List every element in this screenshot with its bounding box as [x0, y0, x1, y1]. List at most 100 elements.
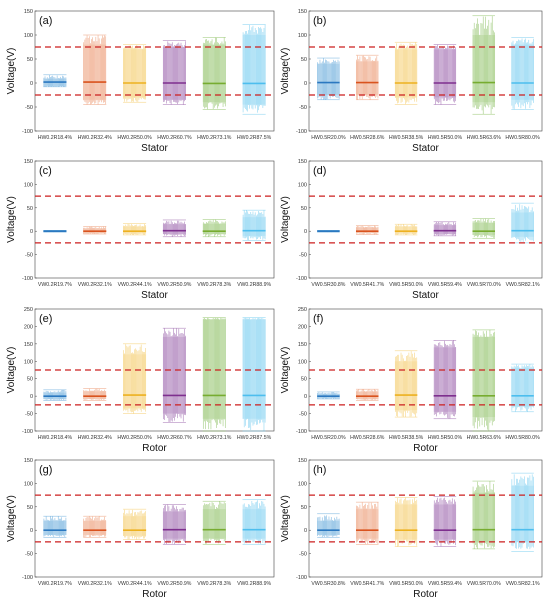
y-tick-label: 100	[24, 33, 33, 39]
box-3	[394, 497, 418, 547]
box-3	[123, 343, 147, 414]
x-category-label: VW0.2R50.9%	[157, 282, 191, 288]
box-traces	[163, 504, 186, 545]
x-category-label: HW0.5R38.5%	[389, 135, 424, 141]
box-3	[394, 350, 418, 418]
box-traces	[433, 340, 456, 419]
y-tick-label: 50	[301, 206, 307, 212]
y-tick-label: 0	[30, 229, 33, 235]
x-category-label: HW0.5R28.6%	[350, 135, 385, 141]
box-3	[123, 508, 147, 540]
box-traces	[83, 388, 107, 401]
x-axis-label: Stator	[412, 143, 439, 154]
box-6	[242, 24, 266, 115]
box-traces	[433, 221, 456, 236]
box-traces	[395, 224, 418, 235]
box-4	[433, 221, 457, 237]
y-tick-label: 150	[24, 159, 33, 165]
x-category-label: HW0.2R18.4%	[38, 435, 73, 441]
box-traces	[472, 218, 495, 238]
panel-label: (h)	[313, 464, 326, 476]
x-category-label: VW0.2R44.1%	[118, 282, 152, 288]
y-axis-label: Voltage(V)	[280, 196, 291, 243]
box-3	[394, 223, 418, 236]
y-axis-label: Voltage(V)	[6, 48, 17, 95]
box-iqr	[511, 485, 534, 542]
y-tick-label: -50	[299, 253, 307, 259]
chart-panel-d: 150 100 50 0 -50 -100 VW0.5R30.8% VW0.5R41.7% VW…	[280, 159, 543, 301]
y-axis-label: Voltage(V)	[6, 347, 17, 394]
y-axis-label: Voltage(V)	[280, 495, 291, 542]
x-category-label: VW0.5R50.0%	[389, 581, 423, 587]
box-3	[123, 44, 147, 103]
box-traces	[43, 74, 67, 87]
y-axis-label: Voltage(V)	[6, 495, 17, 542]
box-3	[394, 41, 418, 105]
box-traces	[511, 474, 534, 550]
chart-panel-e: 250 200 150 100 50 0 -50 -100 HW0.2R18.4% HW0.2R3…	[6, 307, 275, 454]
box-iqr	[472, 222, 496, 235]
plot-frame	[34, 10, 275, 132]
box-traces	[356, 502, 379, 545]
x-category-label: HW0.2R32.4%	[78, 435, 113, 441]
y-tick-label: 100	[298, 33, 307, 39]
y-tick-label: 150	[24, 342, 33, 348]
box-traces	[433, 44, 456, 105]
box-1	[43, 74, 67, 88]
panel-label: (g)	[39, 464, 52, 476]
x-category-label: VW0.2R78.3%	[197, 282, 231, 288]
y-tick-label: 100	[24, 359, 33, 365]
y-tick-label: 0	[304, 229, 307, 235]
y-tick-label: 150	[298, 342, 307, 348]
box-traces	[202, 317, 226, 430]
box-traces	[395, 497, 418, 547]
box-traces	[242, 500, 266, 544]
x-category-label: VW0.2R32.1%	[78, 581, 112, 587]
x-category-label: VW0.5R30.8%	[311, 581, 345, 587]
box-iqr	[472, 336, 496, 418]
box-traces	[163, 41, 186, 105]
plot-frame	[34, 459, 275, 578]
box-2	[83, 388, 107, 401]
box-iqr	[433, 49, 457, 98]
y-tick-label: 100	[24, 481, 33, 487]
box-iqr	[394, 49, 418, 98]
box-traces	[433, 497, 456, 547]
y-tick-label: 150	[298, 9, 307, 15]
box-2	[355, 54, 379, 101]
y-tick-label: 100	[24, 182, 33, 188]
plot-frame	[308, 459, 543, 578]
box-iqr	[394, 504, 418, 540]
x-category-label: HW0.2R73.1%	[197, 435, 232, 441]
panel-label: (b)	[313, 15, 326, 27]
x-category-label: VW0.5R70.0%	[467, 581, 501, 587]
x-category-label: VW0.5R50.0%	[389, 282, 423, 288]
box-iqr	[433, 504, 457, 540]
panel-label: (c)	[39, 165, 52, 177]
box-traces	[83, 226, 107, 234]
x-category-label: VW0.2R78.3%	[197, 581, 231, 587]
x-axis-label: Stator	[141, 290, 168, 301]
plot-frame	[34, 160, 275, 279]
box-traces	[123, 344, 146, 414]
box-traces	[123, 45, 146, 102]
y-tick-label: -100	[22, 575, 33, 581]
box-iqr	[511, 368, 534, 407]
y-tick-label: 100	[298, 182, 307, 188]
box-traces	[163, 328, 186, 423]
box-iqr	[394, 226, 418, 234]
box-2	[83, 226, 107, 235]
y-tick-label: -100	[22, 129, 33, 135]
x-axis-label: Stator	[412, 290, 439, 301]
x-category-label: VW0.5R41.7%	[350, 282, 384, 288]
x-category-label: VW0.5R59.4%	[428, 581, 462, 587]
y-axis-label: Voltage(V)	[280, 48, 291, 95]
y-tick-label: 100	[298, 481, 307, 487]
x-category-label: VW0.5R30.8%	[311, 282, 345, 288]
chart-panel-f: 250 200 150 100 50 0 -50 -100 HW0.5R20.0% HW0.5R2…	[280, 307, 543, 454]
chart-panel-c: 150 100 50 0 -50 -100 VW0.2R19.7% VW0.2R32.1% VW…	[6, 159, 275, 301]
y-tick-label: 50	[27, 206, 33, 212]
box-iqr	[355, 509, 379, 539]
y-tick-label: 150	[298, 458, 307, 464]
box-6	[242, 499, 266, 545]
